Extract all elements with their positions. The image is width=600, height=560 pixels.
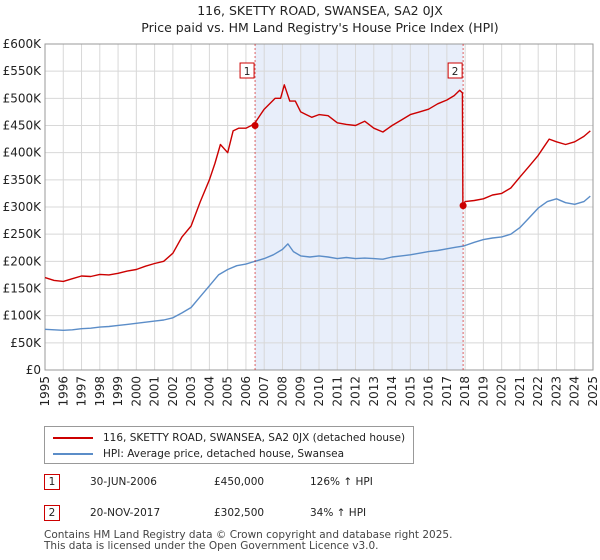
x-tick-label: 1999 bbox=[111, 376, 125, 407]
sale-point bbox=[459, 202, 467, 210]
x-tick-label: 2023 bbox=[549, 376, 563, 407]
transaction-price: £302,500 bbox=[214, 507, 265, 519]
x-tick-label: 2016 bbox=[422, 376, 436, 407]
x-tick-label: 2007 bbox=[257, 376, 271, 407]
legend-swatch-property bbox=[53, 437, 93, 439]
footer-licence: This data is licensed under the Open Gov… bbox=[44, 540, 379, 552]
y-tick-label: £500K bbox=[3, 91, 43, 105]
legend-item-property: 116, SKETTY ROAD, SWANSEA, SA2 0JX (deta… bbox=[53, 431, 405, 445]
x-tick-label: 2013 bbox=[367, 376, 381, 407]
transaction-date: 30-JUN-2006 bbox=[90, 476, 157, 488]
x-tick-label: 2000 bbox=[129, 376, 143, 407]
x-tick-label: 2017 bbox=[440, 376, 454, 407]
x-tick-label: 2005 bbox=[221, 376, 235, 407]
price-chart: 116, SKETTY ROAD, SWANSEA, SA2 0JX Price… bbox=[3, 3, 600, 407]
x-tick-label: 2004 bbox=[202, 376, 216, 407]
y-tick-label: £400K bbox=[3, 146, 43, 160]
y-tick-label: £600K bbox=[3, 37, 43, 51]
footer-copyright: Contains HM Land Registry data © Crown c… bbox=[44, 529, 453, 541]
x-tick-label: 2003 bbox=[184, 376, 198, 407]
x-tick-label: 2018 bbox=[458, 376, 472, 407]
x-tick-label: 1997 bbox=[75, 376, 89, 407]
chart-title: 116, SKETTY ROAD, SWANSEA, SA2 0JX bbox=[197, 3, 443, 18]
sale-point bbox=[251, 122, 259, 129]
x-tick-label: 1998 bbox=[93, 376, 107, 407]
y-tick-label: £450K bbox=[3, 119, 43, 133]
y-tick-label: £50K bbox=[10, 336, 42, 350]
y-tick-label: £150K bbox=[3, 282, 43, 296]
x-tick-label: 1996 bbox=[56, 376, 70, 407]
transaction-hpi: 34% ↑ HPI bbox=[310, 507, 367, 519]
legend-item-hpi: HPI: Average price, detached house, Swan… bbox=[53, 447, 344, 461]
y-tick-label: £550K bbox=[3, 64, 43, 78]
legend-label-hpi: HPI: Average price, detached house, Swan… bbox=[103, 448, 345, 460]
x-tick-label: 2020 bbox=[495, 376, 509, 407]
transaction-marker: 1 bbox=[44, 474, 60, 490]
x-tick-label: 2014 bbox=[385, 376, 399, 407]
property-price-line bbox=[44, 84, 591, 283]
x-tick-label: 2025 bbox=[586, 376, 600, 407]
x-tick-label: 2008 bbox=[275, 376, 289, 407]
x-tick-label: 2010 bbox=[312, 376, 326, 407]
legend: 116, SKETTY ROAD, SWANSEA, SA2 0JX (deta… bbox=[44, 426, 414, 464]
sale-marker-label: 2 bbox=[452, 66, 459, 78]
x-tick-label: 2012 bbox=[349, 376, 363, 407]
x-tick-label: 2002 bbox=[166, 376, 180, 407]
legend-swatch-hpi bbox=[53, 453, 93, 455]
x-tick-label: 2024 bbox=[568, 376, 582, 407]
y-tick-label: £250K bbox=[3, 227, 43, 241]
sale-marker-label: 1 bbox=[244, 66, 251, 78]
transaction-hpi: 126% ↑ HPI bbox=[310, 476, 373, 488]
x-tick-label: 2022 bbox=[531, 376, 545, 407]
x-tick-label: 2021 bbox=[513, 376, 527, 407]
x-tick-label: 2006 bbox=[239, 376, 253, 407]
y-tick-label: £300K bbox=[3, 200, 43, 214]
sale-marker-box bbox=[447, 62, 463, 79]
transaction-date: 20-NOV-2017 bbox=[90, 507, 161, 519]
sale-marker-box bbox=[239, 62, 255, 79]
x-tick-label: 1995 bbox=[38, 376, 52, 407]
x-tick-label: 2001 bbox=[148, 376, 162, 407]
y-tick-label: £350K bbox=[3, 173, 43, 187]
x-tick-label: 2011 bbox=[330, 376, 344, 407]
transaction-marker: 2 bbox=[44, 505, 60, 521]
legend-label-property: 116, SKETTY ROAD, SWANSEA, SA2 0JX (deta… bbox=[103, 432, 406, 444]
y-tick-label: £100K bbox=[3, 309, 43, 323]
plot-frame bbox=[44, 43, 594, 371]
x-tick-label: 2015 bbox=[403, 376, 417, 407]
transaction-price: £450,000 bbox=[214, 476, 265, 488]
x-tick-label: 2009 bbox=[294, 376, 308, 407]
y-tick-label: £0 bbox=[26, 363, 41, 377]
chart-subtitle: Price paid vs. HM Land Registry's House … bbox=[141, 20, 498, 35]
hpi-line bbox=[44, 195, 591, 331]
footer: Contains HM Land Registry data © Crown c… bbox=[44, 530, 452, 552]
y-tick-label: £200K bbox=[3, 254, 43, 268]
x-tick-label: 2019 bbox=[476, 376, 490, 407]
